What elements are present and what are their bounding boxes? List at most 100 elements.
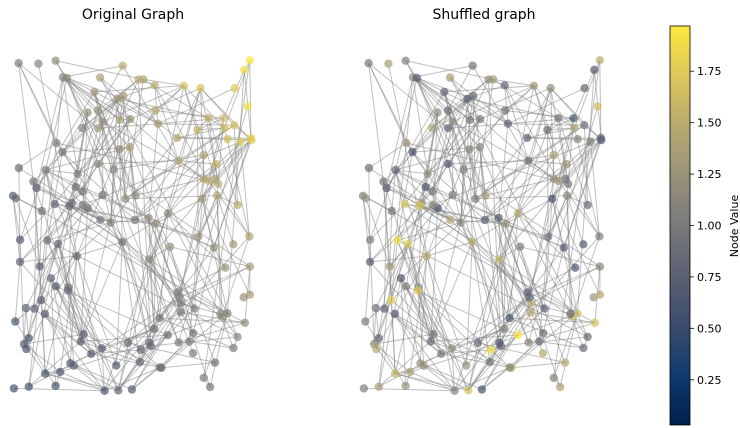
graph-node (53, 239, 63, 248)
graph-edge (498, 259, 505, 329)
graph-node (93, 159, 103, 168)
graph-edge (59, 256, 78, 373)
graph-node (473, 338, 482, 348)
graph-edge (216, 195, 234, 245)
graph-edge (571, 236, 600, 318)
graph-edge (101, 296, 180, 349)
graph-node (501, 106, 510, 115)
panel-title-shuffled: Shuffled graph (432, 7, 535, 23)
graph-node (413, 286, 423, 295)
graph-edge (113, 154, 204, 170)
graph-node (571, 263, 580, 272)
graph-node (505, 313, 514, 323)
graph-edge (375, 307, 380, 339)
graph-edge (481, 367, 511, 390)
graph-node (24, 382, 33, 391)
graph-edge (553, 139, 602, 180)
graph-edge (25, 243, 59, 309)
graph-node (223, 309, 232, 318)
graph-node (41, 165, 50, 175)
graph-edge (115, 241, 123, 366)
graph-node (462, 361, 471, 370)
graph-node (529, 81, 539, 91)
graph-node (440, 87, 449, 97)
graph-edge (362, 195, 596, 324)
graph-node (374, 382, 383, 391)
graph-edge (484, 154, 554, 221)
graph-edge (405, 142, 429, 175)
graph-edge (407, 243, 453, 349)
graph-edge (527, 291, 578, 314)
graph-edge (362, 195, 371, 240)
colorbar-ticks: 0.25 0.50 0.75 1.00 1.25 1.50 1.75 (690, 65, 722, 387)
graph-node (199, 150, 208, 160)
graph-edge (119, 85, 185, 150)
graph-node (595, 232, 604, 241)
graph-edge (167, 127, 225, 214)
graph-node (196, 83, 205, 93)
graph-edge (364, 261, 371, 322)
graph-node (549, 373, 558, 382)
graph-edge (426, 241, 473, 257)
graph-node (562, 191, 572, 200)
graph-node (205, 382, 215, 392)
graph-node (219, 114, 228, 123)
graph-node (524, 338, 533, 347)
graph-edge (154, 85, 179, 161)
graph-edge (382, 181, 419, 288)
graph-node (372, 344, 381, 354)
graph-edge (66, 77, 95, 93)
panel-shuffled: Shuffled graph (358, 7, 606, 395)
graph-edge (553, 60, 601, 378)
graph-node (595, 262, 605, 271)
graph-edge (47, 222, 111, 241)
graph-edge (45, 169, 76, 188)
graph-edge (397, 222, 461, 241)
graph-edge (542, 247, 565, 334)
graph-edge (451, 296, 530, 349)
graph-node (468, 61, 477, 70)
graph-edge (389, 266, 396, 374)
graph-node (387, 296, 396, 305)
graph-edge (80, 334, 168, 342)
graph-node (52, 138, 61, 148)
graph-node (185, 337, 194, 346)
graph-node (163, 330, 172, 340)
graph-edge (177, 291, 228, 314)
graph-node (145, 255, 154, 264)
graph-edge (563, 139, 602, 248)
graph-node (485, 357, 495, 367)
graph-node (93, 106, 103, 115)
graph-edge (69, 256, 78, 364)
graph-edge (28, 243, 59, 339)
graph-edge (416, 77, 445, 93)
graph-node (590, 65, 599, 75)
graph-node (464, 386, 473, 395)
graph-node (428, 123, 437, 133)
graph-node (78, 200, 88, 209)
graph-edge (18, 62, 63, 153)
graph-node (175, 293, 184, 302)
graph-edge (167, 213, 221, 315)
graph-edge (148, 258, 228, 314)
graph-node (209, 243, 218, 252)
graph-node (212, 191, 222, 200)
graph-edge (18, 63, 34, 182)
graph-edge (395, 169, 426, 188)
graph-edge (430, 340, 467, 366)
graph-node (564, 179, 573, 189)
graph-node (230, 84, 239, 93)
graph-node (526, 308, 535, 317)
graph-edge (62, 65, 123, 78)
graph-edge (110, 169, 115, 223)
graph-edge (55, 77, 64, 143)
graph-node (78, 123, 87, 133)
graph-node (365, 235, 375, 244)
graph-node (429, 330, 438, 339)
graph-node (505, 363, 514, 372)
graph-edge (223, 69, 245, 119)
graph-node (359, 384, 369, 393)
graph-edge (539, 341, 584, 349)
graph-edge (208, 180, 250, 237)
graph-edge (471, 241, 491, 363)
